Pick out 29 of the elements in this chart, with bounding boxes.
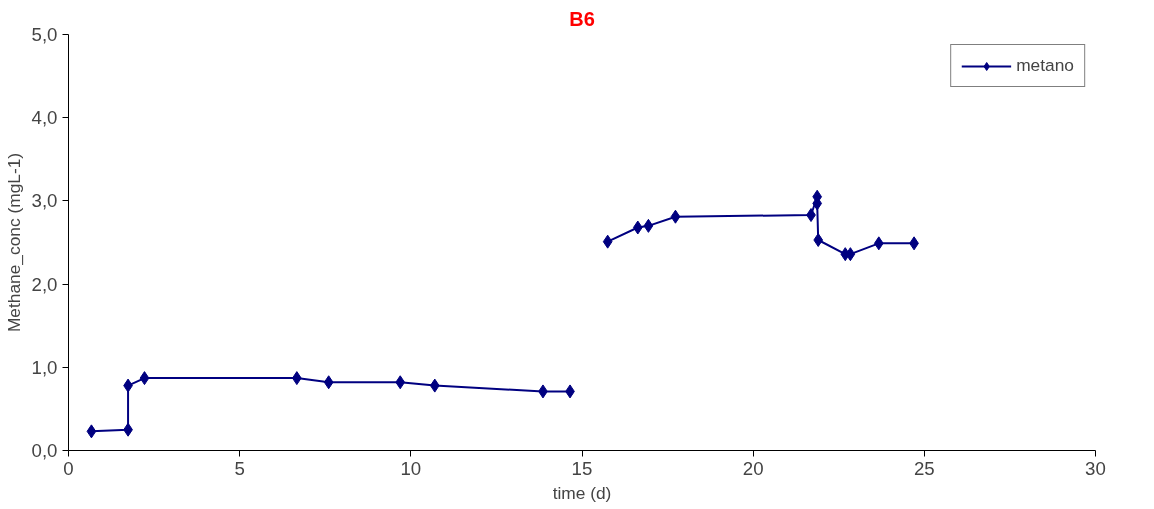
x-tick-label: 25 xyxy=(913,457,935,479)
point xyxy=(632,220,643,235)
point xyxy=(139,371,150,386)
y-axis-title: Methane_conc (mgL-1) xyxy=(3,152,24,333)
y-tick-label: 4,0 xyxy=(31,107,58,129)
point xyxy=(670,209,681,224)
point xyxy=(813,233,824,247)
point xyxy=(429,378,440,393)
y-tick-label: 1,0 xyxy=(31,356,58,378)
x-axis-title: time (d) xyxy=(552,482,612,503)
x-tick-label: 10 xyxy=(400,457,422,479)
x-tick-label: 30 xyxy=(1085,457,1106,479)
point xyxy=(602,234,613,249)
point xyxy=(395,375,406,390)
point xyxy=(643,218,654,233)
y-tick-label: 3,0 xyxy=(31,190,58,212)
x-tick-label: 0 xyxy=(63,457,74,479)
chart-title: B6 xyxy=(569,7,595,30)
y-tick-label: 0,0 xyxy=(31,440,58,461)
x-tick-label: 5 xyxy=(234,457,245,479)
legend-label: metano xyxy=(1016,55,1074,76)
point xyxy=(873,236,884,251)
point xyxy=(845,247,856,262)
x-tick-label: 15 xyxy=(571,457,593,479)
point xyxy=(323,375,334,390)
x-tick-label: 20 xyxy=(742,457,764,479)
point xyxy=(86,424,97,439)
y-tick-label: 2,0 xyxy=(31,273,58,295)
y-tick-label: 5,0 xyxy=(31,24,58,45)
